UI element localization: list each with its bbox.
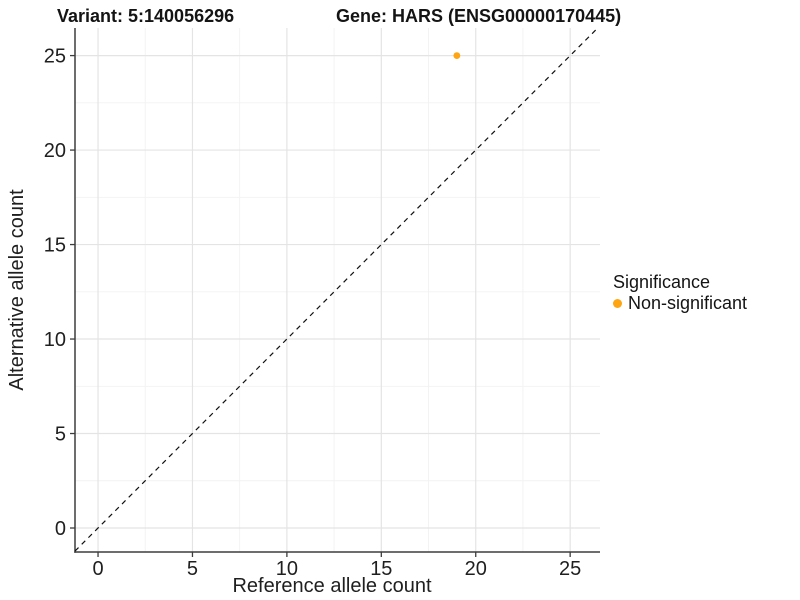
- x-tick-label: 0: [92, 558, 103, 580]
- variant-title: Variant: 5:140056296: [57, 6, 235, 26]
- data-point: [453, 52, 461, 59]
- x-tick-label: 15: [370, 558, 392, 580]
- legend-item: Non-significant: [613, 293, 747, 314]
- y-tick-label: 20: [44, 140, 66, 162]
- legend-item-label: Non-significant: [628, 293, 748, 313]
- y-tick-label: 5: [55, 424, 66, 446]
- gene-title: Gene: HARS (ENSG00000170445): [336, 6, 622, 26]
- y-tick-label: 10: [44, 329, 66, 351]
- identity-dashed-line: [74, 27, 599, 552]
- legend-items: Non-significant: [613, 293, 747, 314]
- y-tick-label: 25: [44, 46, 66, 68]
- legend: Significance Non-significant: [613, 271, 747, 314]
- identity-line: [74, 27, 599, 552]
- x-tick-label: 20: [465, 558, 487, 580]
- major-gridlines: [75, 28, 600, 552]
- legend-key-dot-icon: [613, 299, 622, 308]
- x-tick-label: 10: [276, 558, 298, 580]
- y-tick-label: 0: [55, 518, 66, 540]
- x-tick-label: 5: [187, 558, 198, 580]
- y-tick-label: 15: [44, 235, 66, 257]
- minor-gridlines: [75, 28, 600, 552]
- axis-lines: [74, 28, 600, 553]
- x-tick-label: 25: [559, 558, 581, 580]
- x-axis-title: Reference allele count: [232, 575, 431, 597]
- data-points: [453, 52, 461, 59]
- y-axis-title: Alternative allele count: [6, 189, 28, 391]
- legend-title: Significance: [613, 272, 711, 292]
- axis-ticks: [70, 54, 571, 557]
- tick-labels: 0 5 10 15 20 25 0 5 10 15 20 25: [44, 46, 582, 580]
